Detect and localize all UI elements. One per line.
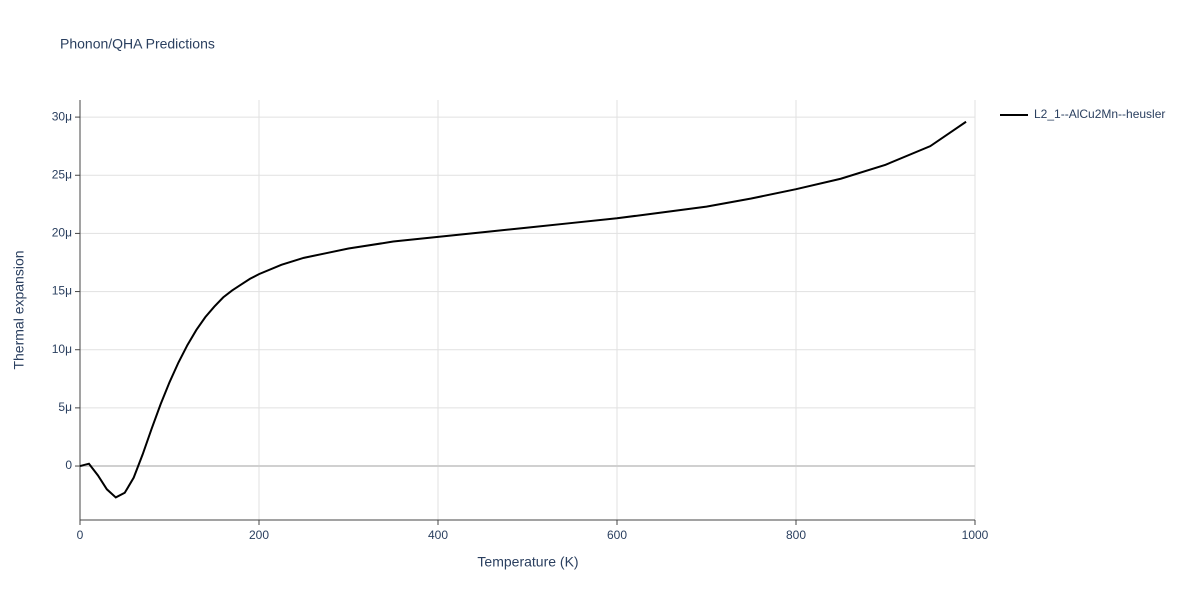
x-tick-label: 200: [249, 528, 269, 542]
y-tick-label: 5μ: [58, 400, 72, 414]
x-tick-label: 0: [77, 528, 84, 542]
x-tick-label: 600: [607, 528, 627, 542]
x-tick-label: 1000: [962, 528, 989, 542]
x-tick-label: 800: [786, 528, 806, 542]
x-tick-label: 400: [428, 528, 448, 542]
y-tick-label: 20μ: [52, 226, 72, 240]
y-tick-label: 30μ: [52, 109, 72, 123]
x-axis-title: Temperature (K): [477, 554, 578, 570]
legend-label: L2_1--AlCu2Mn--heusler: [1034, 107, 1165, 121]
y-tick-label: 25μ: [52, 167, 72, 181]
y-axis-title: Thermal expansion: [11, 250, 27, 369]
y-tick-label: 0: [65, 458, 72, 472]
data-line: [79, 120, 967, 499]
y-tick-label: 10μ: [52, 342, 72, 356]
y-tick-label: 15μ: [52, 284, 72, 298]
chart-title: Phonon/QHA Predictions: [60, 36, 215, 52]
